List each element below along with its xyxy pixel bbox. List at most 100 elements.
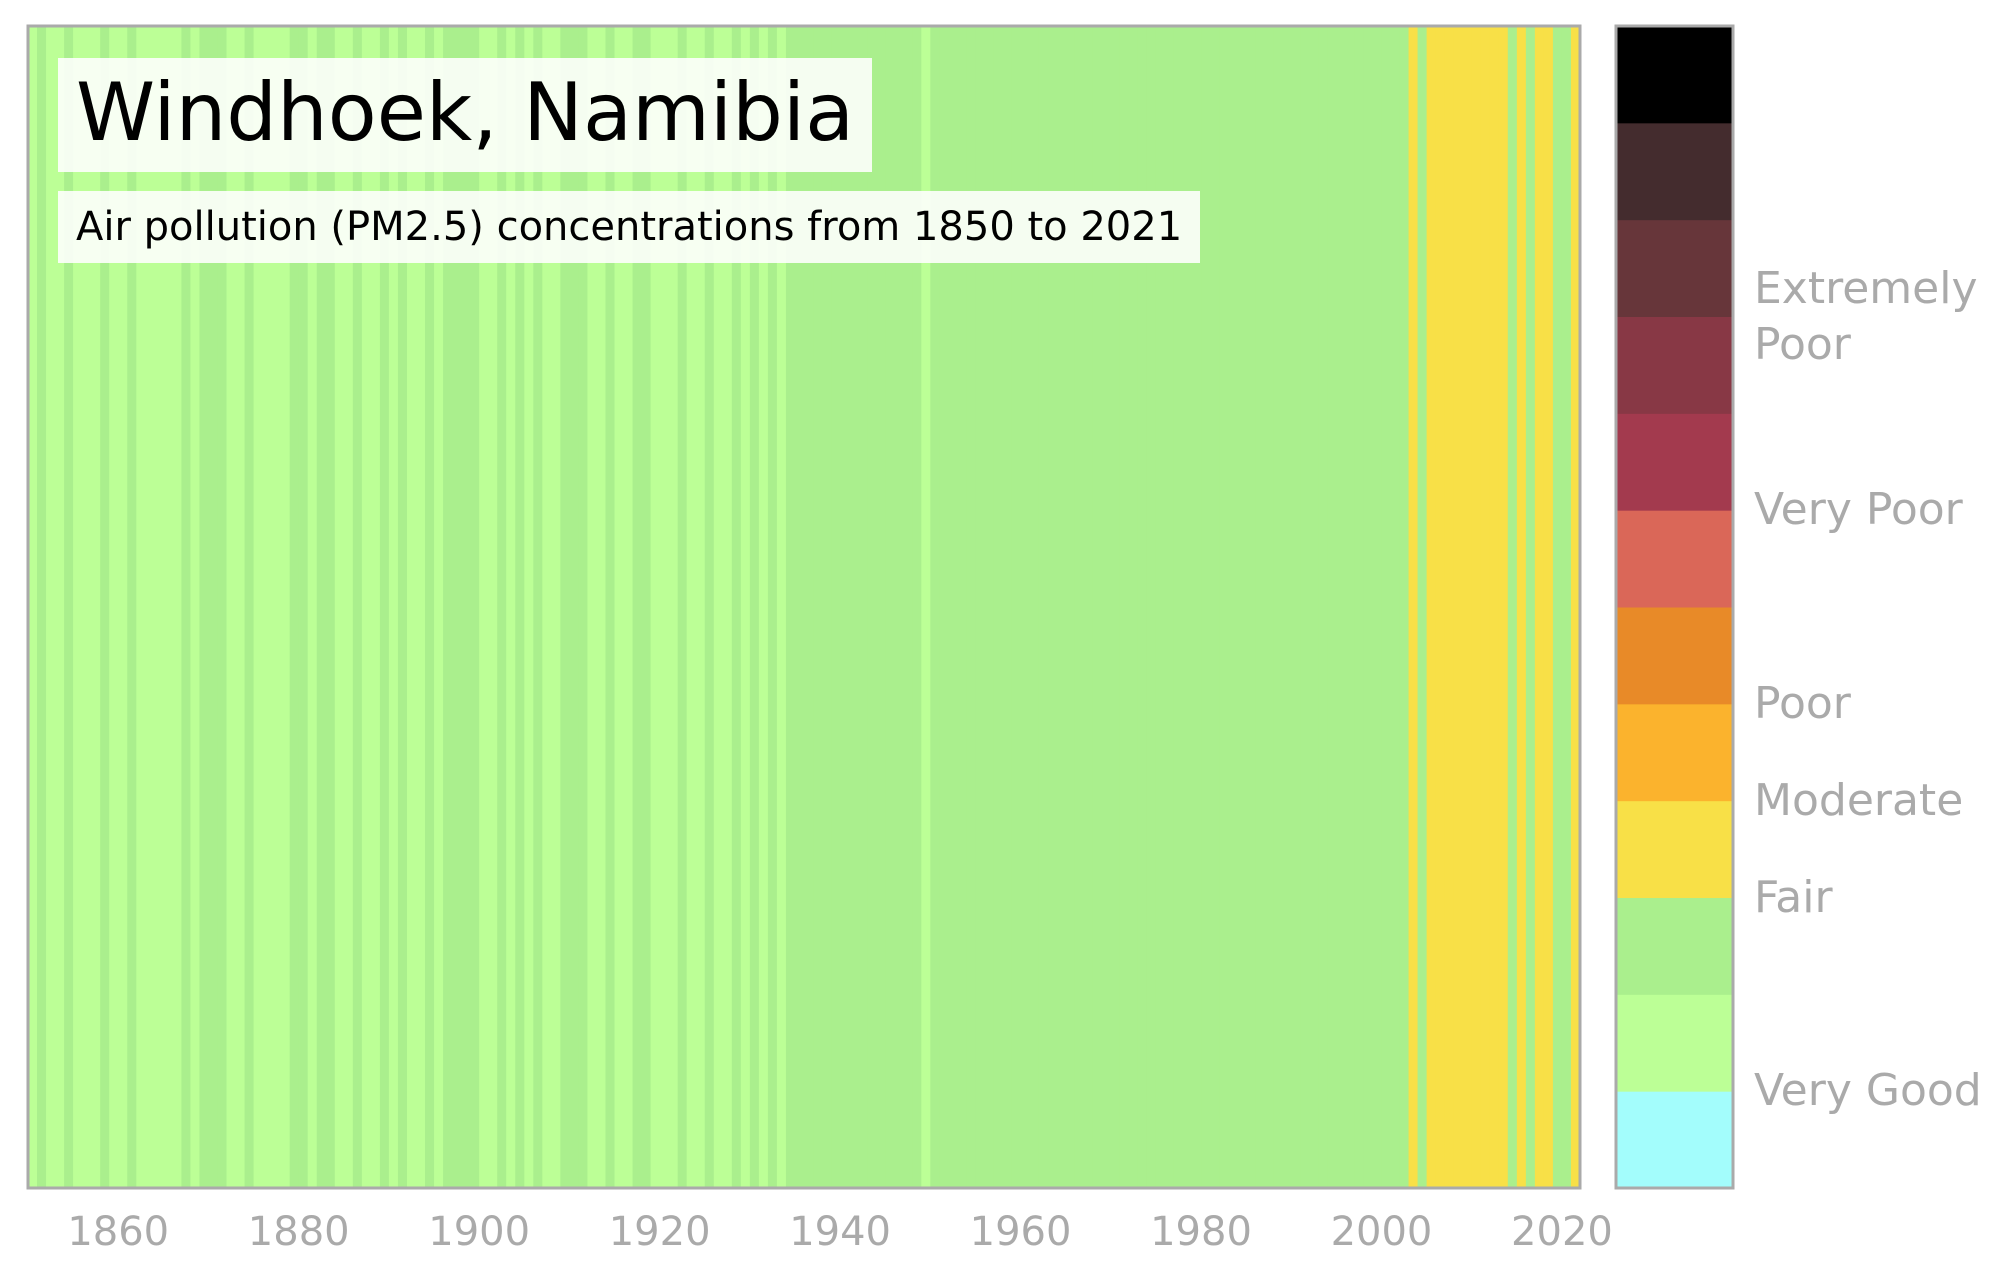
stripe [524, 26, 534, 1188]
stripe [1300, 26, 1310, 1188]
stripe [1507, 26, 1518, 1188]
stripe [1363, 26, 1374, 1188]
stripe [1471, 26, 1482, 1188]
stripe [659, 26, 670, 1188]
stripe [894, 26, 904, 1188]
stripe [551, 26, 561, 1188]
stripe [849, 26, 859, 1188]
stripe [452, 26, 462, 1188]
stripe [217, 26, 228, 1188]
stripe [1390, 26, 1401, 1188]
stripe [1453, 26, 1464, 1188]
stripe [1489, 26, 1500, 1188]
stripe [1029, 26, 1040, 1188]
stripe [596, 26, 607, 1188]
stripe [253, 26, 264, 1188]
stripe [533, 26, 543, 1188]
stripe [1480, 26, 1491, 1188]
stripe [993, 26, 1004, 1188]
colorbar-frame [1614, 24, 1735, 1190]
stripe [397, 26, 408, 1188]
stripe [650, 26, 661, 1188]
stripe [307, 26, 318, 1188]
stripe [289, 26, 300, 1188]
stripe [569, 26, 580, 1188]
colorbar-swatch [1616, 1091, 1733, 1189]
stripe [434, 26, 444, 1188]
stripe [921, 26, 931, 1188]
x-tick-label: 1920 [609, 1209, 711, 1255]
stripe [695, 26, 706, 1188]
stripe [975, 26, 986, 1188]
stripe [1552, 26, 1563, 1188]
stripe [1228, 26, 1238, 1188]
stripe [632, 26, 643, 1188]
stripe [334, 26, 345, 1188]
stripe [1255, 26, 1265, 1188]
colorbar-swatch [1616, 897, 1733, 995]
colorbar-swatch [1616, 413, 1733, 511]
stripe [957, 26, 968, 1188]
x-tick-label: 1960 [970, 1209, 1072, 1255]
stripe [226, 26, 237, 1188]
stripe [379, 26, 390, 1188]
stripe [443, 26, 453, 1188]
stripe [1056, 26, 1067, 1188]
stripe [623, 26, 634, 1188]
stripe [731, 26, 742, 1188]
stripe [1435, 26, 1446, 1188]
stripe [831, 26, 841, 1188]
colorbar-swatch [1616, 26, 1733, 124]
stripe [1201, 26, 1211, 1188]
stripe [1065, 26, 1076, 1188]
stripe [1336, 26, 1346, 1188]
stripe [1354, 26, 1365, 1188]
stripe [28, 26, 38, 1188]
colorbar-label: Poor [1754, 677, 1851, 729]
stripe [966, 26, 977, 1188]
stripe [280, 26, 291, 1188]
stripe [1119, 26, 1130, 1188]
stripe [298, 26, 309, 1188]
stripe [109, 26, 119, 1188]
stripe [704, 26, 715, 1188]
colorbar-label: Extremely Poor [1754, 262, 1978, 370]
colorbar-label: Moderate [1754, 774, 1964, 826]
stripe [154, 26, 164, 1188]
stripe [1173, 26, 1184, 1188]
stripe [1381, 26, 1392, 1188]
stripe [316, 26, 327, 1188]
stripe [145, 26, 155, 1188]
stripe [425, 26, 435, 1188]
stripe [776, 26, 787, 1188]
stripe [984, 26, 995, 1188]
stripe [325, 26, 336, 1188]
stripe [262, 26, 273, 1188]
plot-frame [26, 24, 1582, 1190]
stripe [55, 26, 65, 1188]
stripe [515, 26, 525, 1188]
stripe [912, 26, 922, 1188]
stripe [181, 26, 192, 1188]
stripe [1543, 26, 1554, 1188]
stripe [1561, 26, 1572, 1188]
stripe [1192, 26, 1202, 1188]
colorbar-label: Very Good [1754, 1065, 1982, 1117]
stripe [37, 26, 47, 1188]
stripe [1570, 26, 1581, 1188]
stripe [939, 26, 949, 1188]
stripe [190, 26, 201, 1188]
stripe [1047, 26, 1058, 1188]
stripe [885, 26, 895, 1188]
stripe [244, 26, 255, 1188]
colorbar-label: Fair [1754, 871, 1833, 923]
stripe [352, 26, 363, 1188]
stripe [127, 26, 137, 1188]
stripe [100, 26, 110, 1188]
stripe [64, 26, 74, 1188]
stripe [82, 26, 92, 1188]
stripe [172, 26, 182, 1188]
stripe [1417, 26, 1428, 1188]
stripe [1182, 26, 1193, 1188]
